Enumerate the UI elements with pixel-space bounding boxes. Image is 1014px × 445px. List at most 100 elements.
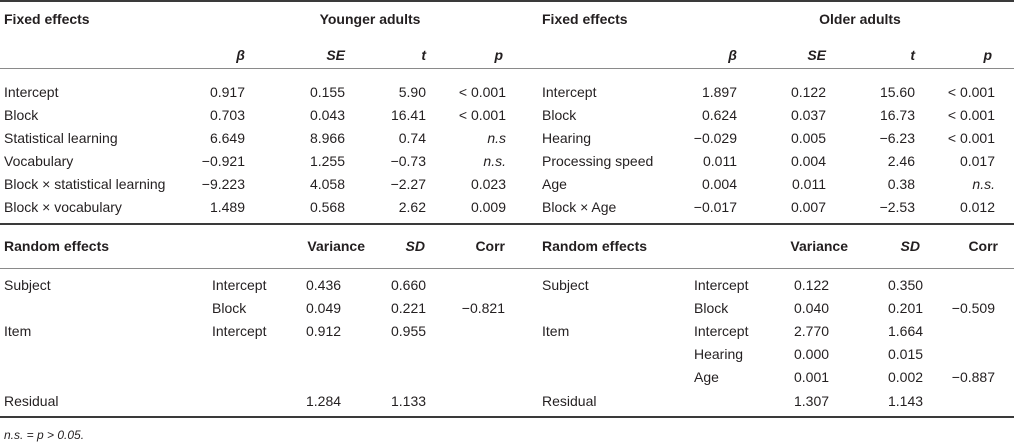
older-random-term: Hearing — [694, 346, 744, 362]
older-p-header: p — [983, 47, 992, 63]
younger-p-value: 0.009 — [470, 199, 506, 215]
younger-variance-value: 0.912 — [306, 323, 342, 339]
older-sd-value: 1.143 — [888, 393, 924, 409]
younger-effect-name: Block × statistical learning — [4, 176, 166, 192]
younger-effect-name: Intercept — [4, 84, 59, 100]
younger-beta-value: 0.917 — [209, 84, 245, 100]
younger-sd-value: 0.660 — [391, 277, 427, 293]
younger-se-value: 4.058 — [309, 176, 345, 192]
younger-beta-value: 1.489 — [209, 199, 245, 215]
younger-random-group: Subject — [4, 277, 51, 293]
random-header-rule — [0, 268, 1014, 269]
younger-random-term: Intercept — [212, 323, 267, 339]
younger-t-value: 2.62 — [398, 199, 426, 215]
younger-t-value: 16.41 — [390, 107, 426, 123]
older-se-value: 0.037 — [790, 107, 826, 123]
older-p-value: < 0.001 — [947, 107, 995, 123]
younger-se-header: SE — [326, 47, 345, 63]
younger-t-value: 5.90 — [398, 84, 426, 100]
older-random-term: Intercept — [694, 323, 749, 339]
younger-random-term: Intercept — [212, 277, 267, 293]
older-beta-value: 0.624 — [701, 107, 737, 123]
younger-corr-value: −0.821 — [461, 300, 505, 316]
older-variance-value: 0.001 — [794, 369, 830, 385]
older-t-header: t — [910, 47, 915, 63]
older-p-value: 0.012 — [959, 199, 995, 215]
younger-effect-name: Block × vocabulary — [4, 199, 122, 215]
younger-se-value: 1.255 — [309, 153, 345, 169]
older-corr-header: Corr — [968, 238, 998, 254]
older-random-group: Item — [542, 323, 570, 339]
table-bottom-rule — [0, 416, 1014, 418]
younger-sd-value: 0.221 — [391, 300, 427, 316]
younger-random-group: Item — [4, 323, 32, 339]
younger-p-header: p — [494, 47, 503, 63]
older-corr-value: −0.887 — [951, 369, 995, 385]
section-rule — [0, 223, 1014, 225]
older-effect-name: Intercept — [542, 84, 597, 100]
older-t-value: −6.23 — [879, 130, 915, 146]
younger-p-value: n.s. — [483, 153, 506, 169]
younger-t-value: −2.27 — [390, 176, 426, 192]
older-t-value: −2.53 — [879, 199, 915, 215]
younger-variance-value: 1.284 — [306, 393, 342, 409]
older-p-value: n.s. — [972, 176, 995, 192]
younger-variance-value: 0.049 — [306, 300, 342, 316]
older-random-group: Residual — [542, 393, 597, 409]
younger-sd-value: 0.955 — [391, 323, 427, 339]
footnote: n.s. = p > 0.05. — [4, 428, 85, 442]
older-t-value: 15.60 — [879, 84, 915, 100]
older-random-term: Age — [694, 369, 719, 385]
table-top-rule — [0, 0, 1014, 2]
older-effect-name: Block — [542, 107, 577, 123]
younger-random-term: Block — [212, 300, 247, 316]
older-effect-name: Age — [542, 176, 567, 192]
older-p-value: 0.017 — [959, 153, 995, 169]
older-variance-value: 1.307 — [794, 393, 830, 409]
older-se-value: 0.122 — [790, 84, 826, 100]
younger-corr-header: Corr — [475, 238, 505, 254]
younger-effect-name: Vocabulary — [4, 153, 74, 169]
younger-adults-heading: Younger adults — [319, 11, 421, 27]
older-beta-value: −0.017 — [693, 199, 737, 215]
fixed-effects-heading-younger: Fixed effects — [4, 11, 90, 27]
older-sd-header: SD — [900, 238, 920, 254]
older-t-value: 0.38 — [887, 176, 915, 192]
younger-se-value: 0.043 — [309, 107, 345, 123]
older-beta-value: 1.897 — [701, 84, 737, 100]
older-random-term: Intercept — [694, 277, 749, 293]
younger-se-value: 8.966 — [309, 130, 345, 146]
younger-variance-header: Variance — [307, 238, 365, 254]
younger-sd-value: 1.133 — [391, 393, 427, 409]
younger-p-value: 0.023 — [470, 176, 506, 192]
older-variance-value: 2.770 — [794, 323, 830, 339]
older-sd-value: 1.664 — [888, 323, 924, 339]
random-effects-heading-older: Random effects — [542, 238, 648, 254]
older-beta-header: β — [728, 47, 737, 63]
older-variance-value: 0.000 — [794, 346, 830, 362]
older-se-value: 0.011 — [792, 176, 826, 192]
younger-beta-value: 6.649 — [209, 130, 245, 146]
younger-effect-name: Block — [4, 107, 39, 123]
older-sd-value: 0.002 — [888, 369, 924, 385]
older-t-value: 16.73 — [879, 107, 915, 123]
older-se-header: SE — [807, 47, 826, 63]
older-se-value: 0.004 — [790, 153, 826, 169]
older-effect-name: Processing speed — [542, 153, 654, 169]
older-variance-value: 0.122 — [794, 277, 830, 293]
younger-se-value: 0.568 — [309, 199, 345, 215]
older-beta-value: −0.029 — [693, 130, 737, 146]
older-t-value: 2.46 — [887, 153, 915, 169]
older-sd-value: 0.201 — [888, 300, 924, 316]
younger-beta-value: −0.921 — [201, 153, 245, 169]
older-se-value: 0.007 — [790, 199, 826, 215]
older-p-value: < 0.001 — [947, 130, 995, 146]
older-effect-name: Hearing — [542, 130, 592, 146]
younger-effect-name: Statistical learning — [4, 130, 118, 146]
header-rule — [0, 68, 1014, 69]
younger-t-header: t — [421, 47, 426, 63]
younger-beta-value: 0.703 — [209, 107, 245, 123]
older-effect-name: Block × Age — [542, 199, 617, 215]
older-corr-value: −0.509 — [951, 300, 995, 316]
random-effects-heading-younger: Random effects — [4, 238, 110, 254]
